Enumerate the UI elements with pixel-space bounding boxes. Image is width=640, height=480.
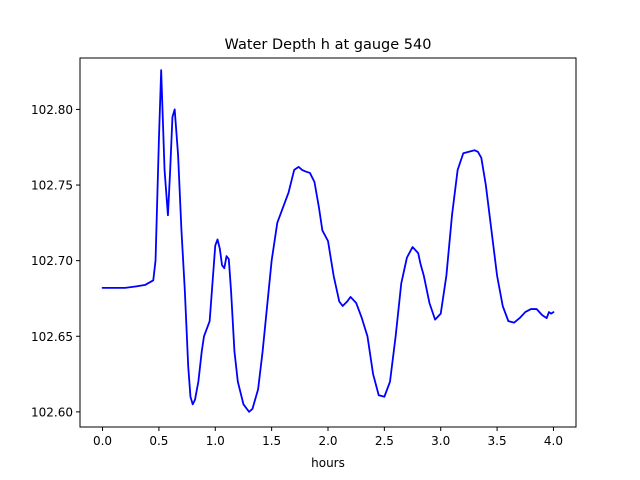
plot-frame [79,57,577,428]
y-tick-label: 102.75 [31,179,73,193]
series-line-0 [101,69,555,413]
x-tick-label: 0.5 [149,434,168,448]
y-axis-ticks: 102.60 102.65 102.70 102.75 102.80 [31,103,80,419]
chart-title: Water Depth h at gauge 540 [225,37,432,53]
x-tick-label: 2.5 [375,434,394,448]
x-axis-label: hours [311,456,345,470]
x-tick-label: 4.0 [544,434,563,448]
y-tick-label: 102.60 [31,405,73,419]
y-tick-label: 102.80 [31,103,73,117]
x-axis-ticks: 0.0 0.5 1.0 1.5 2.0 2.5 3.0 3.5 4.0 [93,427,563,448]
x-tick-label: 1.5 [262,434,281,448]
x-tick-label: 3.5 [488,434,507,448]
x-tick-label: 0.0 [93,434,112,448]
plot-area [101,69,555,413]
x-tick-label: 3.0 [431,434,450,448]
x-tick-label: 2.0 [318,434,337,448]
x-tick-label: 1.0 [206,434,225,448]
y-tick-label: 102.65 [31,330,73,344]
y-tick-label: 102.70 [31,254,73,268]
